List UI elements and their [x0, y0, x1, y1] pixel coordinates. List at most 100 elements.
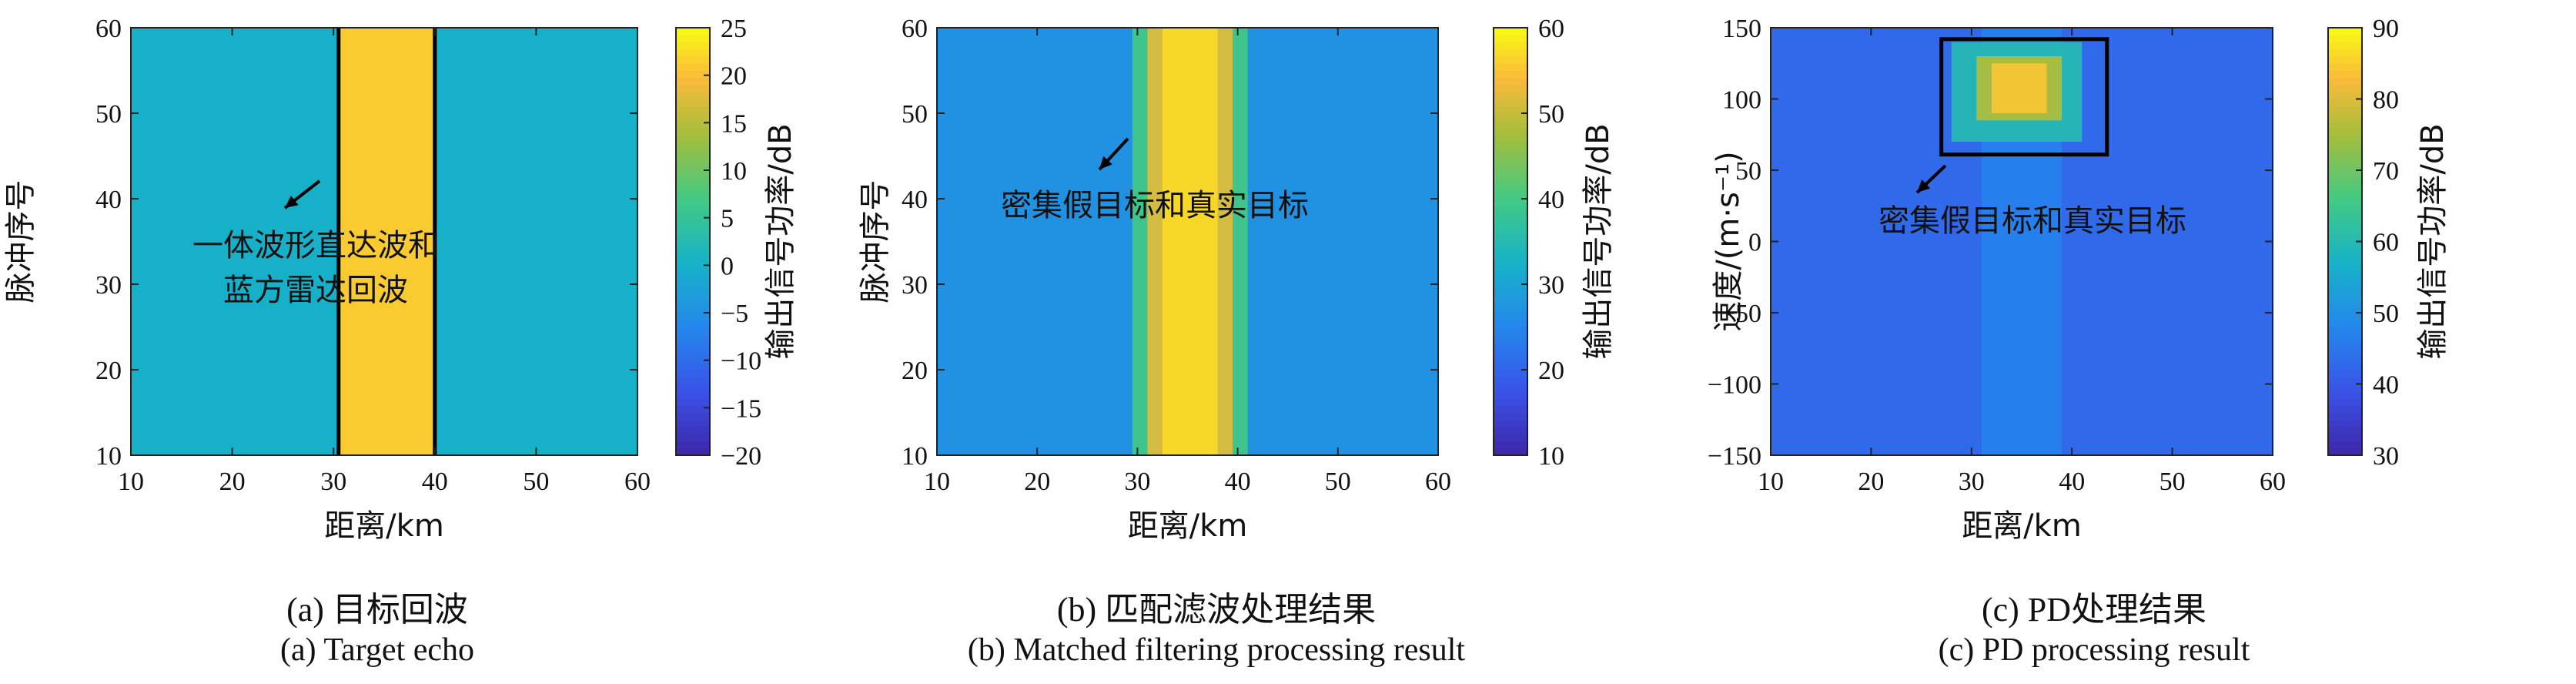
colorbar-segment: [1494, 305, 1527, 314]
colorbar-segment: [2328, 341, 2362, 349]
heat-band-3: [1162, 28, 1218, 455]
colorbar-segment: [676, 348, 710, 357]
y-tick-label: −50: [1721, 300, 1761, 328]
colorbar-segment: [1494, 106, 1527, 114]
y-tick-label: 30: [902, 271, 928, 300]
colorbar-segment: [1494, 263, 1527, 271]
colorbar-segment: [2328, 370, 2362, 377]
colorbar-segment: [676, 398, 710, 406]
colorbar-segment: [676, 49, 710, 57]
colorbar-segment: [1494, 206, 1527, 214]
x-tick-label: 10: [924, 468, 950, 496]
annotation-text: 蓝方雷达回波: [223, 273, 408, 308]
colorbar-tick-label: 10: [721, 157, 747, 186]
colorbar-segment: [676, 355, 710, 364]
colorbar-segment: [676, 327, 710, 335]
colorbar-segment: [1494, 419, 1527, 428]
colorbar-segment: [1494, 234, 1527, 243]
colorbar-segment: [676, 42, 710, 50]
y-tick-label: 50: [1735, 157, 1761, 186]
colorbar-tick-label: 60: [2373, 229, 2399, 257]
colorbar-segment: [2328, 63, 2362, 72]
colorbar-segment: [676, 313, 710, 320]
colorbar-segment: [2328, 142, 2362, 149]
colorbar-segment: [2328, 227, 2362, 235]
x-tick-label: 40: [422, 468, 448, 496]
colorbar-tick-label: 25: [721, 15, 747, 43]
colorbar-segment: [676, 85, 710, 92]
colorbar-tick-label: 30: [1538, 271, 1564, 300]
colorbar-segment: [676, 341, 710, 349]
colorbar-segment: [2328, 220, 2362, 228]
caption-en-b: (b) Matched filtering processing result: [967, 632, 1466, 668]
colorbar-segment: [676, 370, 710, 377]
y-tick-label: 40: [95, 186, 122, 214]
y-tick-label: 30: [95, 271, 122, 300]
colorbar-segment: [676, 270, 710, 278]
x-tick-label: 20: [1024, 468, 1050, 496]
colorbar-tick-label: 0: [721, 252, 734, 280]
colorbar-segment: [1494, 398, 1527, 406]
x-tick-label: 40: [2059, 468, 2085, 496]
caption-cn-c: (c) PD处理结果: [1981, 591, 2207, 629]
chart-c-pd-processing: 10 20 30 40 50 60 −150 −100 −50 0 50 100 150 距离/km 速度/…: [1708, 15, 2451, 544]
colorbar-segment: [676, 305, 710, 314]
chart-a-target-echo: 10 20 30 40 50 60102030405060距离/km脉冲序号−20−15−…: [3, 15, 798, 544]
colorbar-segment: [1494, 441, 1527, 449]
colorbar-segment: [2328, 156, 2362, 164]
colorbar-tick-label: 30: [2373, 442, 2399, 471]
x-tick-label: 40: [1225, 468, 1251, 496]
colorbar-segment: [676, 191, 710, 200]
colorbar-segment: [2328, 291, 2362, 300]
panel-b: 10 20 30 40 50 60 10 20 30 40 50 60 距离/km 脉冲序号 10 20 30 4…: [855, 0, 1709, 684]
colorbar-segment: [1494, 191, 1527, 200]
y-tick-label: 40: [902, 186, 928, 214]
colorbar-segment: [676, 92, 710, 100]
annotation-text: 密集假目标和真实目标: [1001, 188, 1309, 223]
x-tick-label: 60: [624, 468, 651, 496]
colorbar-segment: [676, 170, 710, 178]
colorbar-segment: [676, 441, 710, 449]
colorbar-tick-label: 60: [1538, 15, 1564, 43]
colorbar-segment: [1494, 170, 1527, 178]
colorbar-segment: [2328, 177, 2362, 186]
annotation-arrowhead: [1099, 156, 1112, 169]
colorbar-segment: [2328, 106, 2362, 114]
colorbar-segment: [676, 384, 710, 392]
colorbar-segment: [676, 448, 710, 456]
colorbar-segment: [1494, 92, 1527, 100]
colorbar-segment: [2328, 191, 2362, 200]
colorbar-segment: [1494, 313, 1527, 320]
colorbar-segment: [2328, 270, 2362, 278]
colorbar-segment: [2328, 377, 2362, 385]
colorbar-segment: [2328, 384, 2362, 392]
y-tick-label: 10: [95, 442, 122, 471]
annotation-arrowhead: [285, 195, 299, 208]
colorbar-segment: [2328, 241, 2362, 250]
colorbar-label: 输出信号功率/dB: [1581, 123, 1616, 359]
colorbar-segment: [676, 241, 710, 250]
colorbar-segment: [676, 220, 710, 228]
colorbar-tick-label: 50: [1538, 100, 1564, 129]
colorbar-segment: [2328, 441, 2362, 449]
colorbar-segment: [1494, 28, 1527, 35]
colorbar-segment: [676, 391, 710, 399]
colorbar-segment: [676, 334, 710, 342]
colorbar-segment: [2328, 263, 2362, 271]
colorbar-segment: [676, 163, 710, 171]
colorbar-segment: [1494, 405, 1527, 414]
x-tick-label: 30: [320, 468, 346, 496]
colorbar-segment: [676, 263, 710, 271]
colorbar-segment: [2328, 184, 2362, 193]
colorbar-segment: [2328, 419, 2362, 428]
colorbar-segment: [2328, 149, 2362, 157]
colorbar-segment: [1494, 391, 1527, 399]
colorbar-segment: [2328, 412, 2362, 421]
colorbar-segment: [1494, 127, 1527, 136]
heat-band-4: [1991, 63, 2047, 113]
colorbar-segment: [1494, 348, 1527, 357]
colorbar-segment: [2328, 77, 2362, 86]
colorbar-segment: [2328, 199, 2362, 206]
colorbar-segment: [2328, 113, 2362, 121]
x-tick-label: 20: [219, 468, 246, 496]
